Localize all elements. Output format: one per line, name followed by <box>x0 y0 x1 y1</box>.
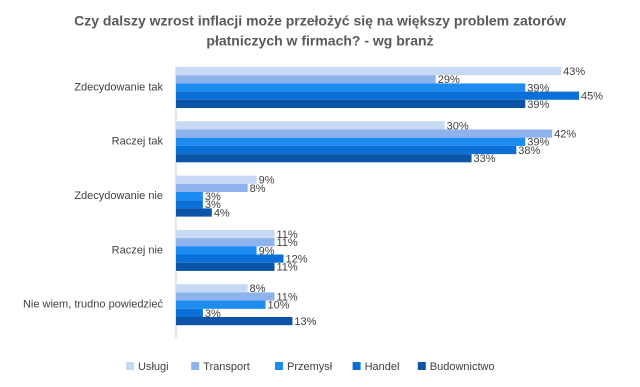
data-label: 39% <box>527 99 549 111</box>
bar <box>176 67 562 76</box>
data-label: 10% <box>268 300 290 312</box>
bar <box>176 238 275 247</box>
data-label: 39% <box>527 82 549 94</box>
y-tick-label: Zdecydowanie nie <box>74 190 163 202</box>
bar <box>176 317 293 326</box>
bar <box>176 99 526 108</box>
bar <box>176 175 257 184</box>
bar <box>176 91 579 100</box>
bar <box>176 292 275 301</box>
bar <box>176 254 284 263</box>
bar <box>176 183 248 192</box>
legend-label: Usługi <box>138 361 169 373</box>
data-label: 8% <box>250 283 266 295</box>
bar <box>176 129 553 138</box>
legend-swatch <box>191 362 200 370</box>
legend-swatch <box>275 362 283 370</box>
legend-label: Handel <box>365 361 400 373</box>
chart-title: Czy dalszy wzrost inflacji może przełoży… <box>74 13 566 29</box>
bar <box>176 145 517 155</box>
data-label: 12% <box>285 254 307 266</box>
bar <box>176 229 275 239</box>
data-label: 39% <box>527 137 549 149</box>
data-label: 43% <box>563 66 585 78</box>
data-label: 4% <box>214 207 230 219</box>
legend-label: Przemysł <box>287 361 333 373</box>
data-label: 11% <box>277 291 298 303</box>
bar <box>176 192 203 201</box>
data-label: 42% <box>554 129 576 141</box>
legend-swatch <box>126 362 134 370</box>
chart-title: płatniczych w firmach? - wg branż <box>206 33 433 49</box>
data-label: 29% <box>438 74 460 86</box>
data-label: 9% <box>259 175 275 187</box>
legend-label: Transport <box>203 361 250 373</box>
bar <box>176 154 472 163</box>
data-label: 8% <box>250 183 266 195</box>
bar <box>176 262 275 271</box>
data-label: 11% <box>277 237 298 249</box>
data-label: 9% <box>259 245 275 257</box>
y-tick-label: Zdecydowanie tak <box>74 81 163 93</box>
data-label: 30% <box>447 120 469 132</box>
data-label: 45% <box>581 91 603 103</box>
bar <box>176 200 203 209</box>
y-tick-label: Raczej tak <box>112 136 164 148</box>
bar <box>176 83 526 92</box>
bar <box>176 137 526 146</box>
legend-label: Budownictwo <box>430 361 495 373</box>
legend-swatch <box>417 362 426 370</box>
data-label: 3% <box>205 199 221 211</box>
data-label: 13% <box>294 316 316 328</box>
bar <box>176 208 212 217</box>
data-label: 38% <box>518 145 540 157</box>
bar <box>176 300 266 309</box>
bar <box>176 75 436 84</box>
y-tick-label: Nie wiem, trudno powiedzieć <box>23 299 164 311</box>
data-label: 3% <box>205 308 221 320</box>
data-label: 3% <box>205 191 221 203</box>
data-label: 33% <box>474 153 496 165</box>
bar <box>176 308 203 317</box>
bar <box>176 246 257 255</box>
legend-swatch <box>352 362 361 370</box>
bar <box>176 284 248 293</box>
data-label: 11% <box>277 229 298 241</box>
y-tick-label: Raczej nie <box>112 244 163 256</box>
bar <box>176 121 445 130</box>
data-label: 11% <box>277 262 298 274</box>
